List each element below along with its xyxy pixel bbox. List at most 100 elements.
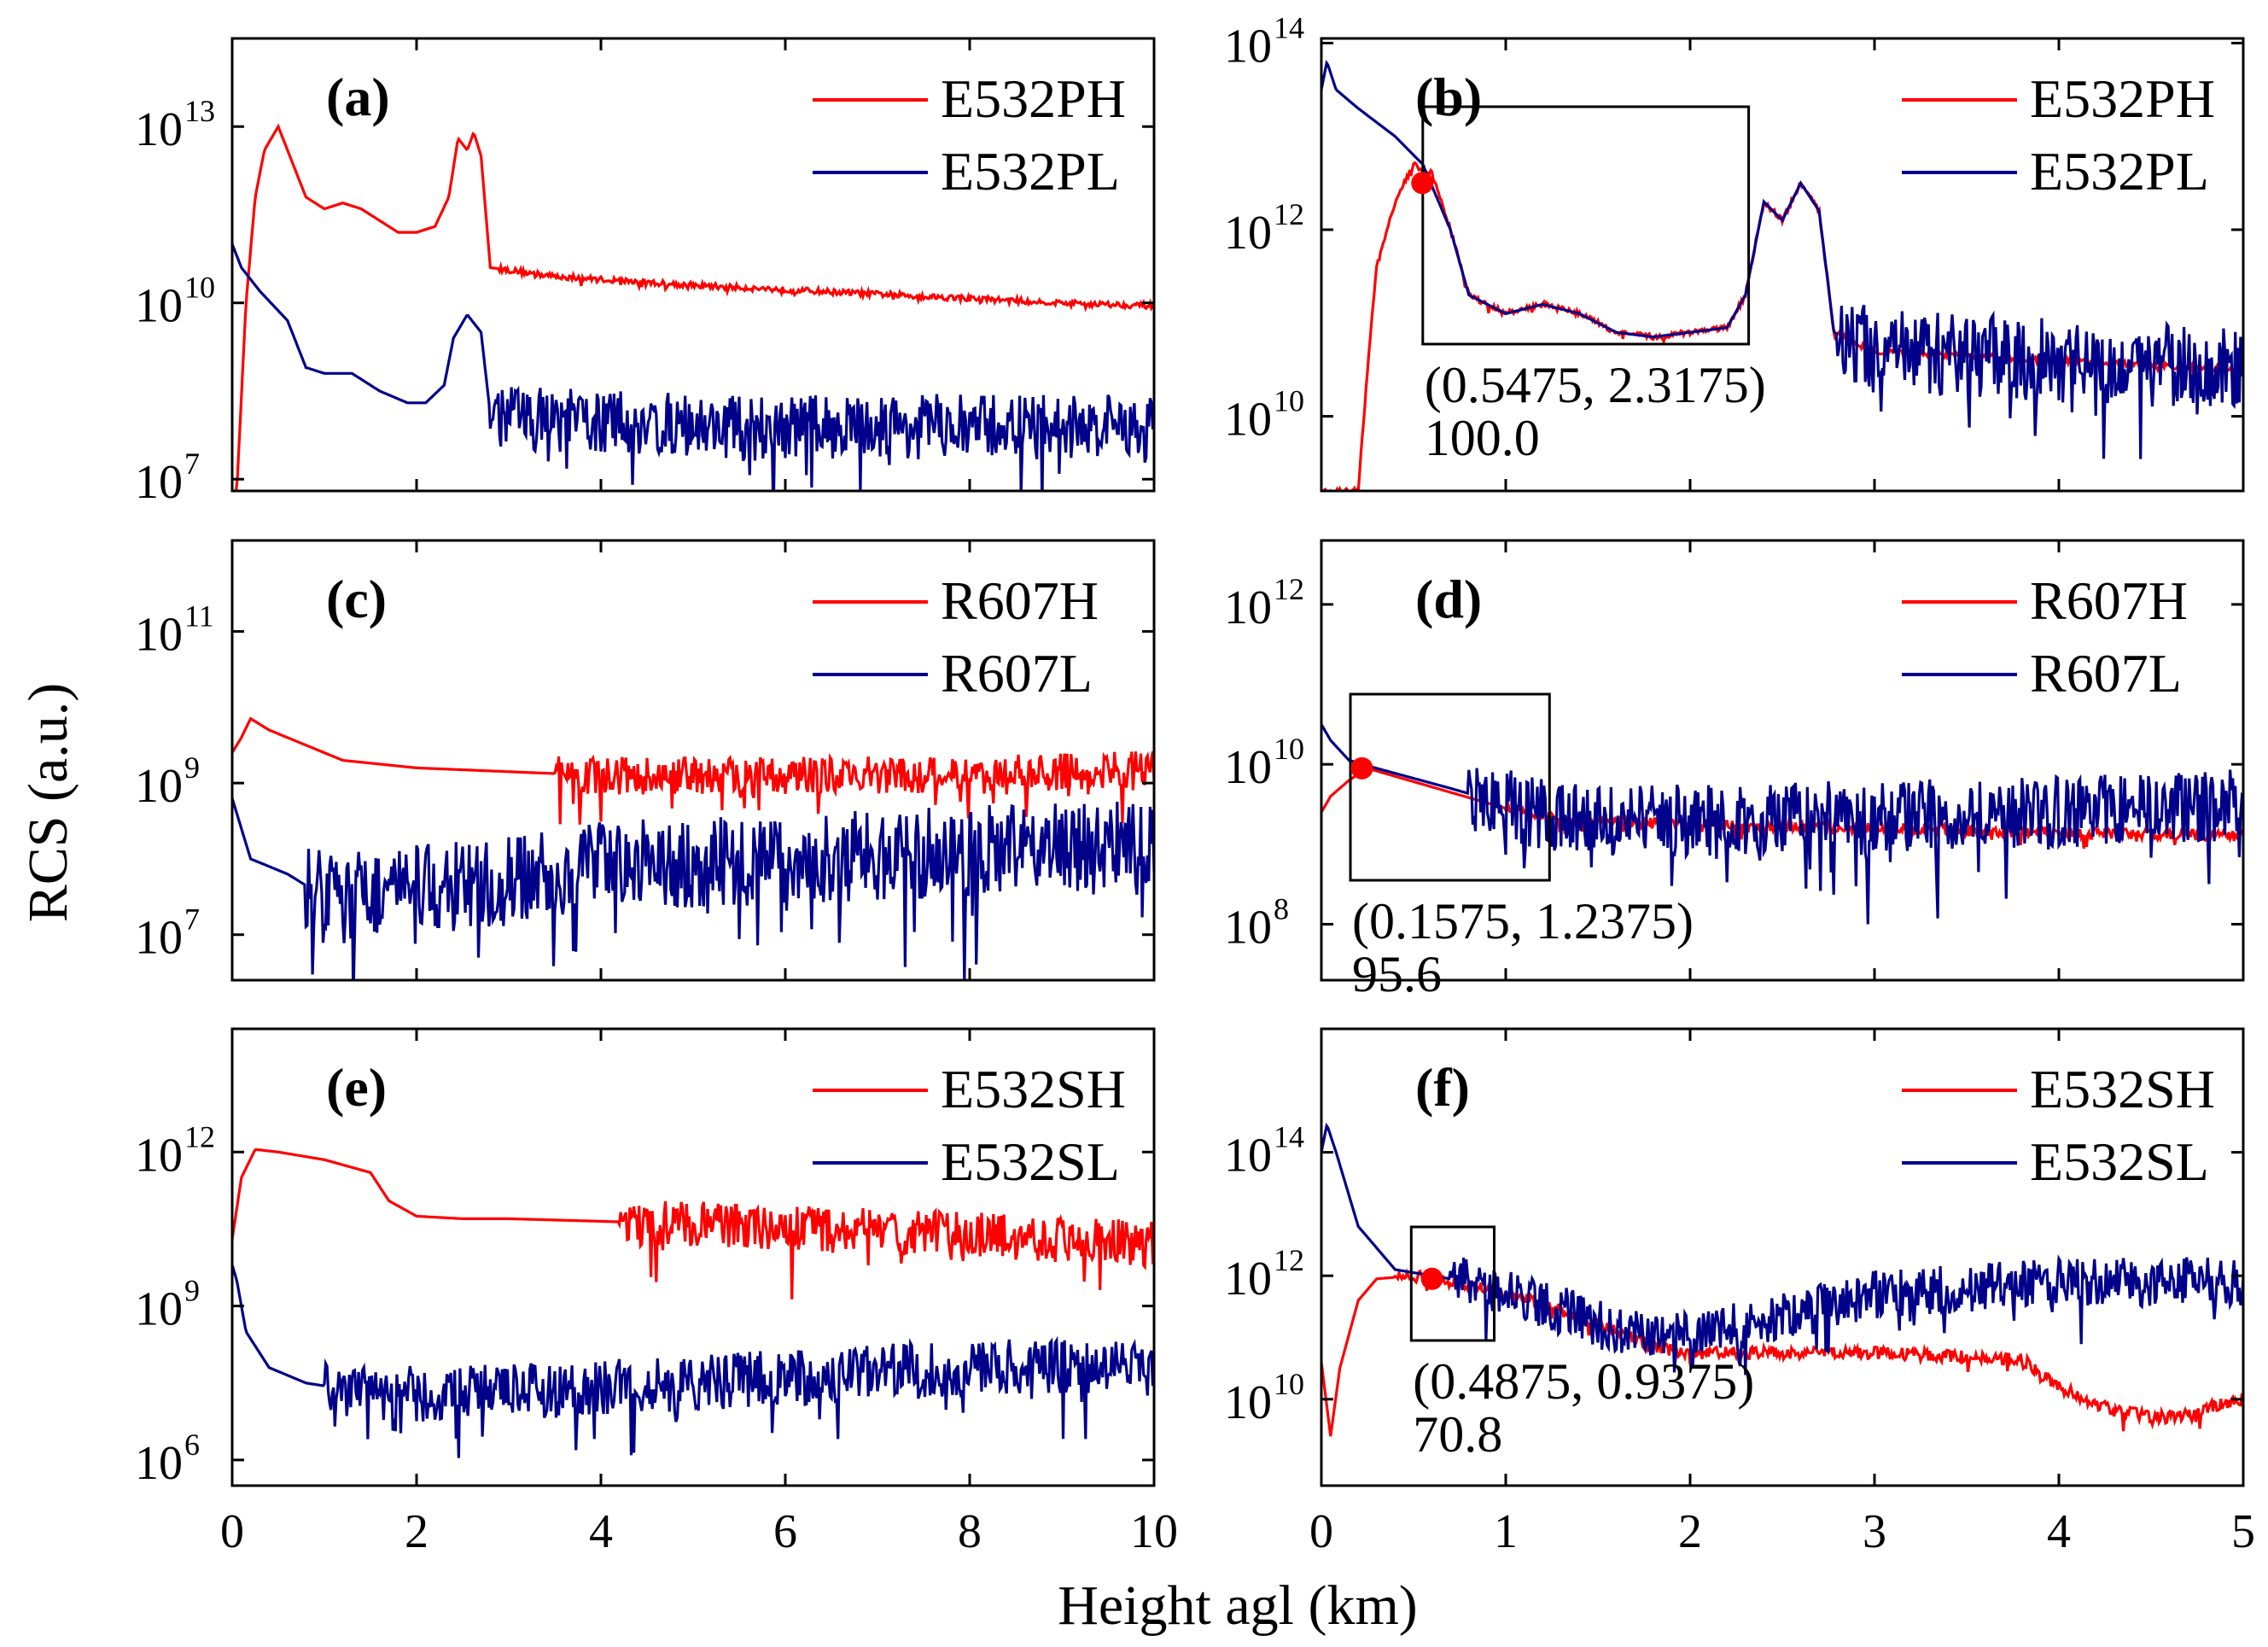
y-tick-exponent-a: 13	[184, 94, 215, 128]
x-tick-label-f: 5	[2231, 1505, 2255, 1558]
legend-label-e532sh: E532SH	[941, 1059, 1126, 1119]
series-e532pl	[1321, 59, 2243, 459]
legend-label-e532ph: E532PH	[2030, 68, 2215, 129]
axes-frame-d	[1320, 539, 2245, 982]
legend-label-e532sl: E532SL	[941, 1131, 1120, 1192]
y-tick-exponent-a: 7	[184, 447, 200, 481]
plot-area-f	[1321, 1122, 2243, 1437]
y-tick-label-a: 10	[135, 103, 183, 156]
panel-label-c: (c)	[326, 569, 387, 629]
y-tick-exponent-d: 10	[1274, 732, 1304, 766]
y-tick-label-e: 10	[135, 1437, 183, 1490]
axes-frame-b	[1320, 37, 2245, 493]
y-tick-exponent-c: 9	[184, 750, 200, 785]
x-tick-label-f: 3	[1863, 1505, 1886, 1558]
y-tick-exponent-b: 10	[1274, 384, 1304, 418]
series-r607l	[1321, 723, 2243, 925]
y-tick-label-f: 10	[1224, 1253, 1272, 1305]
panel-label-b: (b)	[1415, 67, 1482, 127]
series-r607h	[232, 716, 1154, 825]
x-tick-label-e: 0	[220, 1505, 244, 1558]
legend-label-e532sh: E532SH	[2030, 1059, 2215, 1119]
x-tick-label-e: 8	[958, 1505, 982, 1558]
series-e532sl	[232, 1264, 1154, 1458]
annotation-box-f	[1409, 1225, 1496, 1342]
axes-frame-a	[230, 37, 1156, 493]
x-tick-label-e: 6	[773, 1505, 797, 1558]
annotation-box-b	[1421, 105, 1751, 346]
x-tick-label-f: 1	[1494, 1505, 1518, 1558]
y-tick-exponent-d: 12	[1274, 572, 1304, 606]
series-e532pl	[232, 243, 1154, 491]
y-tick-exponent-b: 12	[1274, 197, 1304, 231]
annotation-value-d: 95.6	[1352, 946, 1442, 1002]
y-tick-label-d: 10	[1224, 741, 1272, 794]
legend-label-r607l: R607L	[941, 643, 1093, 704]
y-tick-label-e: 10	[135, 1129, 183, 1182]
annotation-marker-b	[1411, 172, 1434, 195]
annotation-coords-b: (0.5475, 2.3175)	[1425, 357, 1766, 413]
panel-label-f: (f)	[1415, 1057, 1470, 1118]
y-tick-label-f: 10	[1224, 1130, 1272, 1183]
legend-label-e532sl: E532SL	[2030, 1131, 2209, 1192]
x-axis-title: Height agl (km)	[1058, 1574, 1418, 1637]
x-tick-label-e: 2	[405, 1505, 429, 1558]
series-r607l	[232, 797, 1154, 980]
annotation-marker-d	[1350, 756, 1373, 780]
y-tick-label-c: 10	[135, 760, 183, 813]
plot-area-d	[1321, 723, 2243, 925]
y-tick-exponent-d: 8	[1274, 891, 1289, 926]
y-tick-exponent-e: 9	[184, 1274, 200, 1308]
legend-label-r607h: R607H	[2030, 570, 2188, 631]
panel-label-e: (e)	[326, 1057, 387, 1118]
plot-area-e	[232, 1148, 1154, 1458]
legend-label-e532pl: E532PL	[2030, 141, 2209, 201]
series-e532ph	[232, 123, 1154, 491]
plot-area-b	[1321, 59, 2243, 491]
axes-frame-e	[230, 1027, 1156, 1487]
legend-label-e532ph: E532PH	[941, 68, 1126, 129]
series-e532sl	[1321, 1122, 2243, 1375]
legend-label-r607l: R607L	[2030, 643, 2182, 704]
x-tick-label-f: 0	[1309, 1505, 1333, 1558]
x-tick-label-f: 4	[2047, 1505, 2071, 1558]
panel-label-a: (a)	[326, 67, 390, 127]
y-tick-label-c: 10	[135, 609, 183, 662]
plot-area-c	[232, 716, 1154, 980]
y-tick-label-c: 10	[135, 912, 183, 965]
annotation-value-f: 70.8	[1413, 1406, 1502, 1463]
y-tick-exponent-e: 12	[184, 1119, 215, 1153]
plot-area-a	[232, 123, 1154, 491]
x-tick-label-f: 2	[1678, 1505, 1702, 1558]
y-tick-exponent-a: 10	[184, 271, 215, 305]
y-tick-label-f: 10	[1224, 1376, 1272, 1429]
annotation-coords-d: (0.1575, 1.2375)	[1352, 893, 1694, 949]
y-tick-label-b: 10	[1224, 207, 1272, 260]
y-axis-title: RCS (a.u.)	[17, 683, 79, 923]
y-tick-exponent-c: 11	[184, 599, 214, 634]
y-tick-label-d: 10	[1224, 581, 1272, 634]
x-tick-label-e: 10	[1130, 1505, 1178, 1558]
y-tick-label-d: 10	[1224, 901, 1272, 954]
y-tick-label-b: 10	[1224, 394, 1272, 447]
annotation-coords-f: (0.4875, 0.9375)	[1413, 1353, 1754, 1410]
series-e532sh	[232, 1148, 1154, 1299]
axes-frame-c	[230, 539, 1156, 982]
y-tick-label-e: 10	[135, 1283, 183, 1336]
y-tick-exponent-c: 7	[184, 902, 200, 937]
y-tick-exponent-e: 6	[184, 1428, 200, 1462]
y-tick-label-b: 10	[1224, 20, 1272, 73]
y-tick-label-a: 10	[135, 280, 183, 333]
legend-label-e532pl: E532PL	[941, 141, 1120, 201]
y-tick-exponent-b: 14	[1274, 10, 1304, 44]
axes-frame-f	[1320, 1027, 2245, 1487]
annotation-marker-f	[1420, 1267, 1443, 1290]
y-tick-exponent-f: 14	[1274, 1120, 1304, 1154]
panel-label-d: (d)	[1415, 569, 1482, 629]
x-tick-label-e: 4	[589, 1505, 613, 1558]
